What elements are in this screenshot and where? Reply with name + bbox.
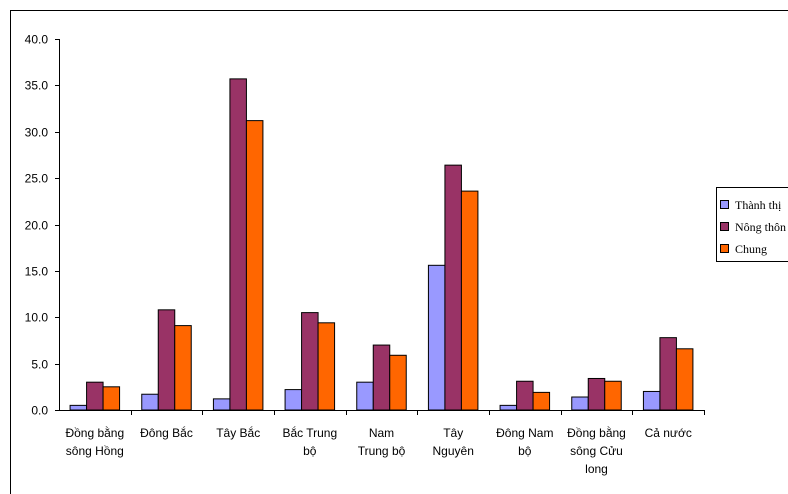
bar-1-3: [301, 312, 319, 411]
bar-0-1: [141, 393, 159, 411]
x-category-label: Tây Nguyên: [433, 426, 474, 458]
x-category-label: Tây Bắc: [216, 425, 260, 440]
bar-0-0: [69, 404, 88, 411]
y-tick-label: 40.0: [25, 33, 49, 47]
y-tick-label: 20.0: [25, 219, 49, 233]
bar-2-5: [460, 190, 479, 411]
legend-label-0: Thành thị: [735, 198, 782, 212]
bar-2-3: [317, 322, 336, 411]
bar-2-6: [532, 391, 551, 411]
bar-2-2: [245, 120, 264, 411]
bar-1-0: [86, 381, 104, 411]
bar-1-7: [587, 377, 606, 411]
legend-swatch-2: [720, 244, 729, 253]
x-category-label: Đông Bắc: [140, 425, 193, 440]
y-tick-label: 0.0: [31, 404, 48, 418]
legend-swatch-1: [720, 222, 729, 231]
x-category-label-line: Cả nước: [645, 426, 692, 440]
x-category-label-line: Nam: [369, 426, 394, 440]
x-category-label-line: bộ: [518, 444, 532, 458]
x-category-label-line: Đồng bằng: [65, 425, 124, 440]
bar-1-2: [229, 78, 247, 411]
bar-2-1: [174, 325, 192, 411]
x-category-label-line: Nguyên: [433, 444, 474, 458]
x-category-label-line: bộ: [303, 444, 317, 458]
legend: Thành thị Nông thôn Chung: [716, 187, 788, 262]
y-tick-label: 35.0: [25, 79, 49, 93]
x-category-label: Nam Trung bộ: [358, 426, 406, 458]
x-category-label-line: Đồng bằng: [567, 425, 626, 440]
chart-border: [10, 10, 788, 494]
x-axis-category-labels: Đồng bằng sông Hồng Đông Bắc Tây Bắc Bắc Tru…: [65, 425, 691, 476]
x-category-label-line: Tây Bắc: [216, 425, 260, 440]
bar-0-5: [427, 264, 446, 411]
x-category-label: Đông Nam bộ: [496, 426, 553, 458]
y-axis-ticks: 0.0 5.0 10.0 15.0 20.0 25.0 30.0 35.0 40.0: [25, 33, 59, 418]
x-category-label: Cả nước: [645, 426, 692, 440]
legend-label-2: Chung: [735, 242, 767, 256]
bar-0-3: [284, 389, 303, 411]
y-tick-label: 25.0: [25, 172, 49, 186]
bar-1-4: [372, 344, 391, 411]
bar-1-6: [516, 380, 534, 411]
bar-0-7: [571, 396, 589, 411]
x-category-label-line: sông Cửu: [570, 444, 623, 458]
bar-1-1: [157, 309, 176, 411]
x-category-label-line: Trung bộ: [358, 444, 406, 458]
bar-0-2: [212, 398, 231, 411]
x-category-label-line: long: [585, 462, 608, 476]
bar-1-8: [659, 337, 677, 411]
bar-0-8: [642, 390, 661, 411]
bar-marks: [69, 78, 705, 415]
x-category-label-line: Đông Nam: [496, 426, 553, 440]
legend-swatch-0: [720, 200, 729, 209]
bar-2-7: [604, 380, 622, 411]
bar-0-4: [356, 381, 374, 411]
y-tick-label: 10.0: [25, 311, 49, 325]
x-category-label-line: sông Hồng: [66, 444, 124, 458]
bar-2-0: [102, 386, 121, 411]
bar-0-6: [499, 404, 518, 411]
bar-2-4: [389, 354, 407, 411]
x-category-label-line: Đông Bắc: [140, 425, 193, 440]
x-category-label: Đồng bằng sông Hồng: [65, 425, 124, 458]
y-tick-label: 15.0: [25, 265, 49, 279]
x-category-label-line: Tây: [443, 426, 463, 440]
y-tick-label: 5.0: [31, 358, 48, 372]
y-tick-label: 30.0: [25, 126, 49, 140]
x-category-label: Đồng bằng sông Cửu long: [567, 425, 626, 476]
x-category-label-line: Bắc Trung: [282, 425, 337, 440]
bar-2-8: [675, 348, 694, 411]
bar-1-5: [444, 164, 462, 411]
legend-label-1: Nông thôn: [735, 220, 786, 234]
x-category-label: Bắc Trung bộ: [282, 425, 337, 458]
